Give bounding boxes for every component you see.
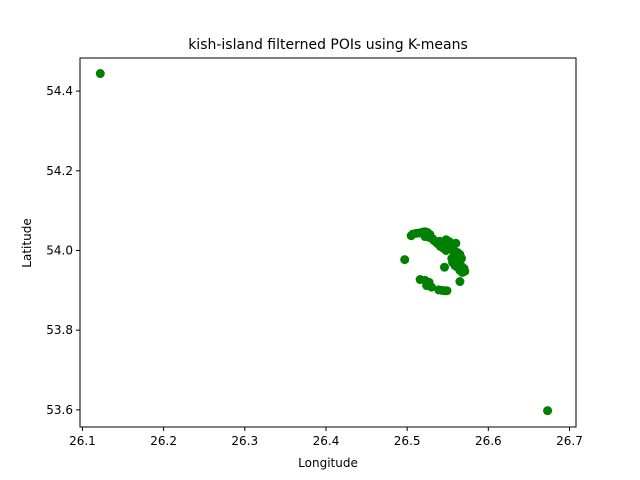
- plot-area: [80, 58, 576, 427]
- y-axis-ticks: 53.6 53.8 54.0 54.2 54.4: [46, 84, 80, 417]
- x-tick-label: 26.7: [556, 434, 583, 448]
- data-points: [95, 69, 553, 416]
- data-point-1: [543, 406, 553, 416]
- y-tick-label: 53.6: [46, 403, 73, 417]
- x-axis-label: Longitude: [298, 456, 358, 470]
- data-point-0: [95, 69, 105, 79]
- x-tick-label: 26.1: [69, 434, 96, 448]
- plot-frame: [79, 57, 577, 428]
- data-point-56: [452, 254, 462, 264]
- x-tick-label: 26.4: [313, 434, 340, 448]
- data-point-38: [460, 266, 470, 276]
- y-axis-label: Latitude: [20, 218, 34, 267]
- chart-title: kish-island filterned POIs using K-means: [188, 37, 468, 53]
- y-tick-label: 54.4: [46, 84, 73, 98]
- data-point-54: [441, 245, 451, 255]
- x-axis-ticks: 26.1 26.2 26.3 26.4 26.5 26.6 26.7: [69, 427, 583, 448]
- data-point-42: [439, 262, 449, 272]
- data-point-48: [427, 282, 436, 292]
- data-point-26: [451, 238, 461, 248]
- y-tick-label: 54.2: [46, 164, 73, 178]
- x-tick-label: 26.2: [150, 434, 177, 448]
- x-tick-label: 26.6: [475, 434, 502, 448]
- data-point-2: [400, 255, 410, 265]
- y-tick-label: 54.0: [46, 243, 73, 257]
- data-point-52: [442, 286, 452, 296]
- data-point-43: [455, 277, 465, 287]
- x-tick-label: 26.3: [231, 434, 258, 448]
- y-tick-label: 53.8: [46, 323, 73, 337]
- data-point-53: [432, 238, 442, 248]
- x-tick-label: 26.5: [394, 434, 421, 448]
